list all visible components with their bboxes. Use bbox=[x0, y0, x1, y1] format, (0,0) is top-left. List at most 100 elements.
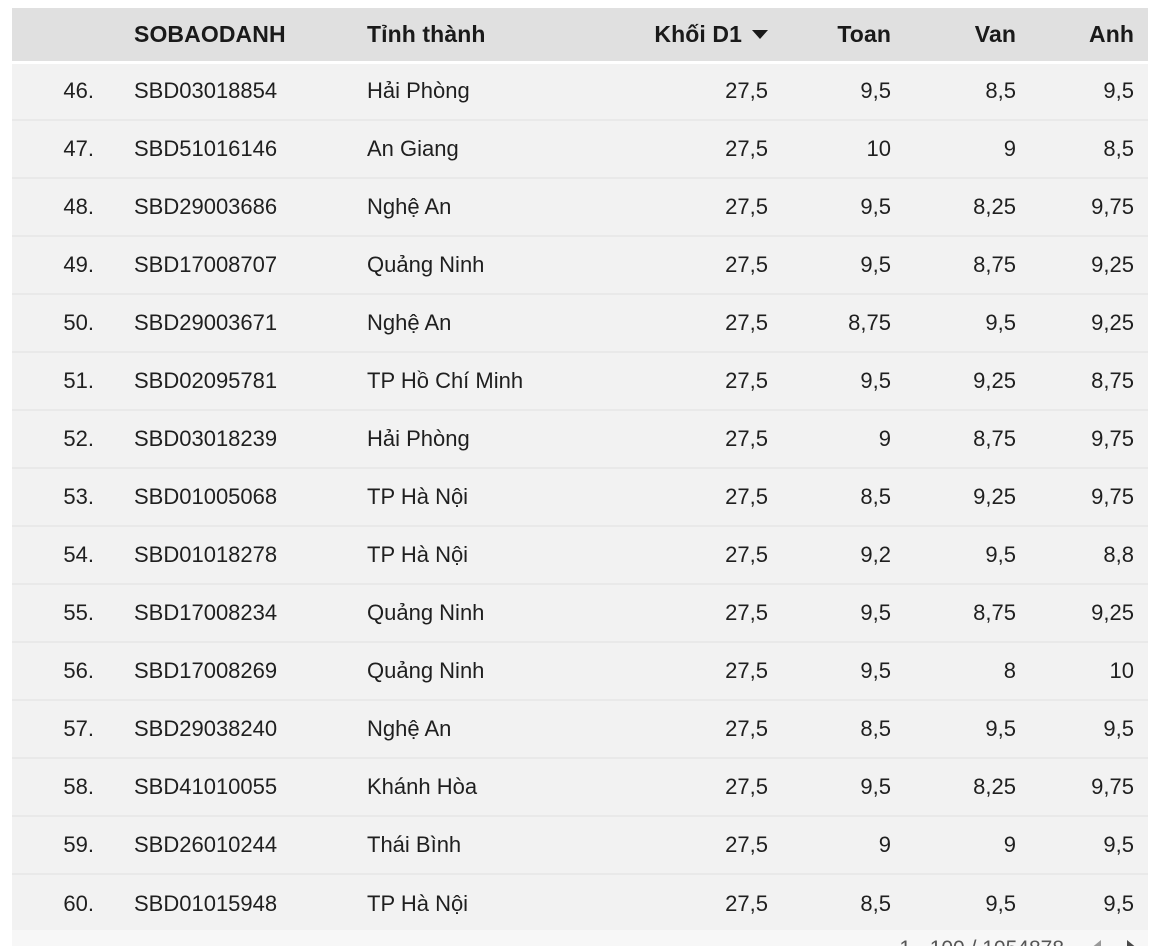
cell-toan: 10 bbox=[780, 119, 904, 178]
pagination-bar: 1 - 100 / 1054878 bbox=[12, 930, 1148, 946]
cell-tinhthanh: Nghệ An bbox=[350, 293, 600, 352]
table-row[interactable]: 60. SBD01015948 TP Hà Nội 27,5 8,5 9,5 9,5 bbox=[12, 873, 1148, 932]
cell-tinhthanh: TP Hà Nội bbox=[350, 525, 600, 584]
cell-sobaodanh: SBD51016146 bbox=[116, 119, 350, 178]
cell-toan: 8,5 bbox=[780, 467, 904, 526]
cell-toan: 8,5 bbox=[780, 699, 904, 758]
chevron-left-icon[interactable] bbox=[1090, 940, 1101, 946]
cell-anh: 8,75 bbox=[1028, 351, 1148, 410]
col-header-tinhthanh[interactable]: Tỉnh thành bbox=[350, 8, 600, 62]
cell-toan: 9,5 bbox=[780, 583, 904, 642]
cell-toan: 9,5 bbox=[780, 60, 904, 120]
cell-sobaodanh: SBD17008269 bbox=[116, 641, 350, 700]
cell-tinhthanh: An Giang bbox=[350, 119, 600, 178]
cell-index: 56. bbox=[12, 641, 116, 700]
cell-van: 8,5 bbox=[904, 60, 1028, 120]
cell-index: 52. bbox=[12, 409, 116, 468]
cell-khoi-d1: 27,5 bbox=[600, 177, 780, 236]
cell-khoi-d1: 27,5 bbox=[600, 699, 780, 758]
col-header-khoi-d1[interactable]: Khối D1 bbox=[600, 8, 780, 62]
table-row[interactable]: 59. SBD26010244 Thái Bình 27,5 9 9 9,5 bbox=[12, 815, 1148, 874]
cell-index: 57. bbox=[12, 699, 116, 758]
cell-index: 48. bbox=[12, 177, 116, 236]
cell-index: 47. bbox=[12, 119, 116, 178]
cell-van: 9 bbox=[904, 119, 1028, 178]
table-row[interactable]: 58. SBD41010055 Khánh Hòa 27,5 9,5 8,25 9,75 bbox=[12, 757, 1148, 816]
cell-khoi-d1: 27,5 bbox=[600, 293, 780, 352]
cell-sobaodanh: SBD03018239 bbox=[116, 409, 350, 468]
cell-anh: 9,25 bbox=[1028, 235, 1148, 294]
cell-anh: 10 bbox=[1028, 641, 1148, 700]
cell-khoi-d1: 27,5 bbox=[600, 351, 780, 410]
pagination-inner: 1 - 100 / 1054878 bbox=[12, 930, 1148, 946]
cell-index: 60. bbox=[12, 873, 116, 932]
cell-index: 54. bbox=[12, 525, 116, 584]
cell-van: 9,5 bbox=[904, 699, 1028, 758]
pagination-range-label: 1 - 100 / 1054878 bbox=[899, 937, 1064, 946]
cell-van: 8,75 bbox=[904, 235, 1028, 294]
cell-sobaodanh: SBD01018278 bbox=[116, 525, 350, 584]
cell-tinhthanh: Nghệ An bbox=[350, 699, 600, 758]
table-row[interactable]: 49. SBD17008707 Quảng Ninh 27,5 9,5 8,75 9,25 bbox=[12, 235, 1148, 294]
cell-anh: 9,75 bbox=[1028, 467, 1148, 526]
cell-van: 9,5 bbox=[904, 873, 1028, 932]
table-row[interactable]: 53. SBD01005068 TP Hà Nội 27,5 8,5 9,25 9,75 bbox=[12, 467, 1148, 526]
table-row[interactable]: 52. SBD03018239 Hải Phòng 27,5 9 8,75 9,75 bbox=[12, 409, 1148, 468]
cell-toan: 8,75 bbox=[780, 293, 904, 352]
cell-toan: 9,5 bbox=[780, 757, 904, 816]
cell-anh: 9,5 bbox=[1028, 815, 1148, 874]
cell-anh: 8,8 bbox=[1028, 525, 1148, 584]
table-row[interactable]: 50. SBD29003671 Nghệ An 27,5 8,75 9,5 9,25 bbox=[12, 293, 1148, 352]
cell-van: 9,5 bbox=[904, 525, 1028, 584]
cell-anh: 9,75 bbox=[1028, 757, 1148, 816]
table-row[interactable]: 57. SBD29038240 Nghệ An 27,5 8,5 9,5 9,5 bbox=[12, 699, 1148, 758]
cell-khoi-d1: 27,5 bbox=[600, 467, 780, 526]
cell-toan: 9 bbox=[780, 409, 904, 468]
cell-sobaodanh: SBD02095781 bbox=[116, 351, 350, 410]
khoi-header-inner: Khối D1 bbox=[654, 21, 768, 48]
cell-sobaodanh: SBD29003671 bbox=[116, 293, 350, 352]
cell-van: 9 bbox=[904, 815, 1028, 874]
cell-anh: 9,75 bbox=[1028, 409, 1148, 468]
cell-toan: 9 bbox=[780, 815, 904, 874]
table-row[interactable]: 51. SBD02095781 TP Hồ Chí Minh 27,5 9,5 9,25 8… bbox=[12, 351, 1148, 410]
cell-khoi-d1: 27,5 bbox=[600, 119, 780, 178]
cell-tinhthanh: Khánh Hòa bbox=[350, 757, 600, 816]
col-header-anh[interactable]: Anh bbox=[1028, 8, 1148, 62]
cell-anh: 9,75 bbox=[1028, 177, 1148, 236]
cell-van: 8,25 bbox=[904, 757, 1028, 816]
cell-toan: 9,5 bbox=[780, 641, 904, 700]
cell-sobaodanh: SBD29003686 bbox=[116, 177, 350, 236]
caret-down-icon[interactable] bbox=[752, 29, 768, 39]
cell-index: 51. bbox=[12, 351, 116, 410]
cell-index: 53. bbox=[12, 467, 116, 526]
cell-index: 58. bbox=[12, 757, 116, 816]
cell-khoi-d1: 27,5 bbox=[600, 641, 780, 700]
col-header-khoi-d1-label: Khối D1 bbox=[654, 20, 742, 47]
cell-anh: 9,25 bbox=[1028, 293, 1148, 352]
cell-tinhthanh: Hải Phòng bbox=[350, 409, 600, 468]
col-header-van[interactable]: Van bbox=[904, 8, 1028, 62]
cell-tinhthanh: TP Hà Nội bbox=[350, 873, 600, 932]
cell-sobaodanh: SBD01015948 bbox=[116, 873, 350, 932]
cell-khoi-d1: 27,5 bbox=[600, 235, 780, 294]
chevron-right-icon[interactable] bbox=[1127, 940, 1138, 946]
cell-van: 8,25 bbox=[904, 177, 1028, 236]
cell-toan: 9,5 bbox=[780, 235, 904, 294]
col-header-sobaodanh[interactable]: SOBAODANH bbox=[116, 8, 350, 62]
table-row[interactable]: 55. SBD17008234 Quảng Ninh 27,5 9,5 8,75 9,25 bbox=[12, 583, 1148, 642]
table-row[interactable]: 54. SBD01018278 TP Hà Nội 27,5 9,2 9,5 8,8 bbox=[12, 525, 1148, 584]
table-row[interactable]: 48. SBD29003686 Nghệ An 27,5 9,5 8,25 9,75 bbox=[12, 177, 1148, 236]
table-row[interactable]: 47. SBD51016146 An Giang 27,5 10 9 8,5 bbox=[12, 119, 1148, 178]
cell-index: 50. bbox=[12, 293, 116, 352]
table-row[interactable]: 46. SBD03018854 Hải Phòng 27,5 9,5 8,5 9,5 bbox=[12, 60, 1148, 120]
cell-anh: 9,5 bbox=[1028, 60, 1148, 120]
cell-anh: 9,25 bbox=[1028, 583, 1148, 642]
cell-index: 49. bbox=[12, 235, 116, 294]
cell-tinhthanh: Thái Bình bbox=[350, 815, 600, 874]
col-header-toan[interactable]: Toan bbox=[780, 8, 904, 62]
table-row[interactable]: 56. SBD17008269 Quảng Ninh 27,5 9,5 8 10 bbox=[12, 641, 1148, 700]
cell-sobaodanh: SBD01005068 bbox=[116, 467, 350, 526]
cell-tinhthanh: Nghệ An bbox=[350, 177, 600, 236]
cell-sobaodanh: SBD03018854 bbox=[116, 60, 350, 120]
